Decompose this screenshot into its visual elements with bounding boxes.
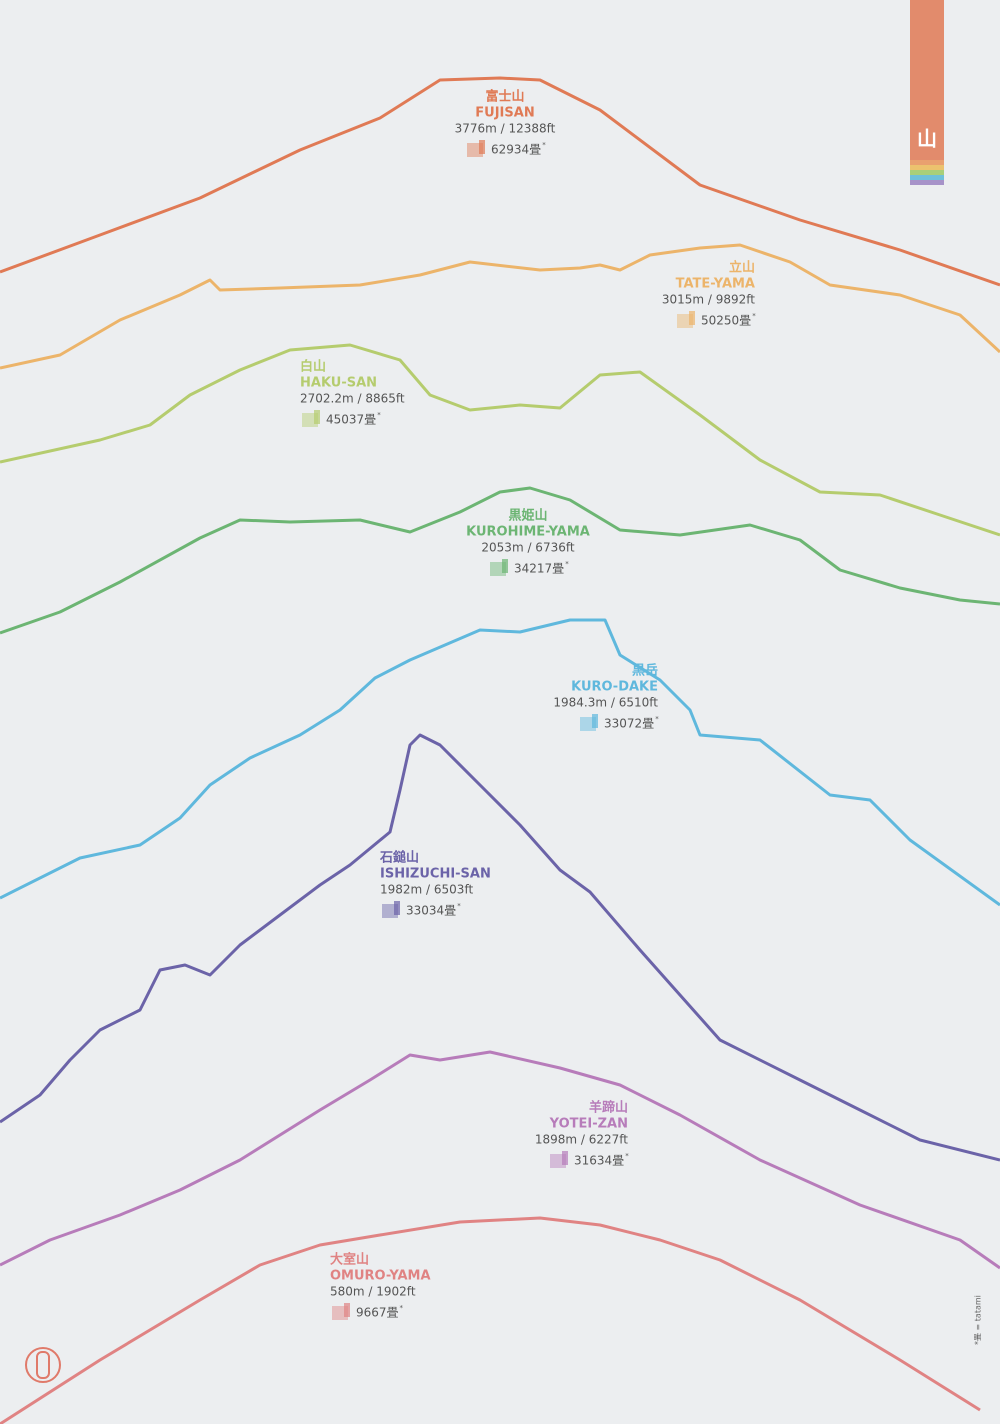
height: 1898m / 6227ft <box>535 1133 628 1147</box>
mountain-profile <box>0 343 1000 537</box>
logo <box>25 1347 61 1383</box>
name-jp: 石鎚山 <box>379 850 419 866</box>
banner <box>910 0 944 160</box>
tatami-icon-side <box>592 714 598 728</box>
tatami-icon-side <box>502 559 508 573</box>
height: 2053m / 6736ft <box>481 541 574 555</box>
name-en: YOTEI-ZAN <box>549 1117 628 1132</box>
stripe <box>910 160 944 165</box>
name-en: ISHIZUCHI-SAN <box>380 867 491 882</box>
tatami-count: 50250畳 <box>701 314 751 328</box>
mountain-profile <box>0 1050 1000 1270</box>
tatami-count: 33072畳 <box>604 717 654 731</box>
logo-mark <box>36 1351 50 1379</box>
note-mark: * <box>752 312 756 320</box>
note-mark: * <box>377 411 381 419</box>
tatami-count: 34217畳 <box>514 562 564 576</box>
name-jp: 黒姫山 <box>508 508 547 524</box>
note-mark: * <box>400 1304 404 1312</box>
name-jp: 立山 <box>729 260 755 276</box>
height: 3776m / 12388ft <box>455 122 556 136</box>
tatami-count: 31634畳 <box>574 1154 624 1168</box>
mountain-profile <box>0 486 1000 635</box>
mountain-profile <box>0 76 1000 287</box>
name-en: KUROHIME-YAMA <box>466 525 590 540</box>
tatami-icon-side <box>689 311 695 325</box>
tatami-count: 45037畳 <box>326 413 376 427</box>
stripe <box>910 170 944 175</box>
mountain-profile <box>0 733 1000 1162</box>
name-en: FUJISAN <box>475 106 534 121</box>
mountain-profile <box>0 243 1000 370</box>
logo-ring <box>25 1347 61 1383</box>
tatami-icon-side <box>344 1303 350 1317</box>
footnote: *畳 = tatami <box>974 1295 983 1345</box>
stripe <box>910 175 944 180</box>
name-en: TATE-YAMA <box>676 277 755 292</box>
name-en: OMURO-YAMA <box>330 1269 431 1284</box>
height: 580m / 1902ft <box>330 1285 416 1299</box>
note-mark: * <box>655 715 659 723</box>
height: 2702.2m / 8865ft <box>300 392 405 406</box>
tatami-count: 62934畳 <box>491 143 541 157</box>
tatami-count: 9667畳 <box>356 1306 399 1320</box>
banner-text: 山 <box>917 127 937 151</box>
height: 1982m / 6503ft <box>380 883 473 897</box>
name-jp: 羊蹄山 <box>589 1100 628 1116</box>
note-mark: * <box>565 560 569 568</box>
name-en: KURO-DAKE <box>571 680 658 695</box>
mountain-profile <box>0 618 1000 907</box>
note-mark: * <box>625 1152 629 1160</box>
tatami-icon-side <box>562 1151 568 1165</box>
name-jp: 富士山 <box>485 89 524 105</box>
stripe <box>910 180 944 185</box>
name-en: HAKU-SAN <box>300 376 377 391</box>
height: 1984.3m / 6510ft <box>553 696 658 710</box>
name-jp: 黒岳 <box>632 663 658 679</box>
stripe <box>910 165 944 170</box>
name-jp: 大室山 <box>330 1252 369 1268</box>
height: 3015m / 9892ft <box>662 293 755 307</box>
tatami-icon-side <box>314 410 320 424</box>
note-mark: * <box>457 902 461 910</box>
tatami-icon-side <box>394 901 400 915</box>
tatami-icon-side <box>479 140 485 154</box>
tatami-count: 33034畳 <box>406 904 456 918</box>
name-jp: 白山 <box>300 359 326 375</box>
mountain-profile <box>0 1216 981 1424</box>
note-mark: * <box>542 141 546 149</box>
